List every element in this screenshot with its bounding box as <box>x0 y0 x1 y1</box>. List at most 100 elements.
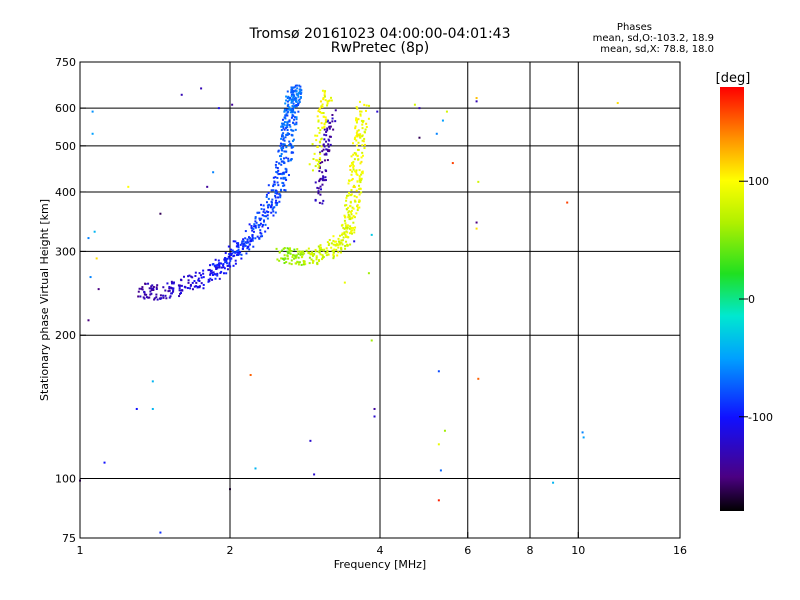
x-mode-point <box>333 240 336 243</box>
x-mode-point <box>311 251 314 254</box>
o-mode-point <box>274 194 277 197</box>
x-mode-point <box>356 133 359 136</box>
o-mode-point <box>280 125 283 128</box>
x-mode-point <box>286 255 289 258</box>
o-mode-point <box>293 97 296 100</box>
o-mode-point <box>291 105 294 108</box>
o-mode-point <box>216 272 219 275</box>
x-mode-point <box>355 135 358 138</box>
o-mode-point <box>283 171 286 174</box>
o-mode-point <box>293 98 296 101</box>
x-mode-point <box>317 166 320 169</box>
x-tick-label: 1 <box>77 544 84 557</box>
x-mode-point <box>357 129 360 132</box>
x-mode-point <box>326 104 329 107</box>
x-mode-point <box>349 232 352 235</box>
x-mode-point <box>351 170 354 173</box>
x-mode-point <box>286 247 289 250</box>
o-mode-point <box>289 111 292 114</box>
o-mode-point <box>172 289 175 292</box>
x-mode-point <box>287 257 290 260</box>
x-mode-point <box>336 254 339 257</box>
o-mode-point <box>222 272 225 275</box>
o-mode-point <box>286 122 289 125</box>
o-mode-point <box>262 204 265 207</box>
o-mode-point <box>209 277 212 280</box>
o-mode-point <box>245 252 248 255</box>
o-mode-point <box>193 280 196 283</box>
o-mode-point <box>232 251 235 254</box>
o-mode-point <box>230 252 233 255</box>
x-mode-point <box>335 240 338 243</box>
o-mode-point <box>170 287 173 290</box>
o-mode-point <box>232 264 235 267</box>
x-mode-point <box>325 254 328 257</box>
x-mode-point <box>316 115 319 118</box>
o-mode-point <box>266 217 269 220</box>
o-mode-point <box>263 208 266 211</box>
x-mode-point <box>340 239 343 242</box>
x-mode-point <box>357 141 360 144</box>
o-mode-point <box>141 286 144 289</box>
x-mode-point <box>300 251 303 254</box>
x-mode-point <box>302 263 305 266</box>
o-mode-point <box>251 237 254 240</box>
x-mode-point <box>346 224 349 227</box>
scatter-point <box>370 233 373 236</box>
o-mode-point <box>260 208 263 211</box>
x-mode-point <box>337 246 340 249</box>
x-mode-point <box>327 100 330 103</box>
o-mode-point <box>182 275 185 278</box>
x-mode-point <box>326 102 329 105</box>
o-mode-point <box>152 286 155 289</box>
x-tick-label: 2 <box>227 544 234 557</box>
x-mode-point <box>318 249 321 252</box>
o-mode-point <box>325 170 328 173</box>
x-mode-point <box>322 98 325 101</box>
o-mode-point <box>262 223 265 226</box>
o-mode-point <box>286 90 289 93</box>
x-mode-point <box>290 259 293 262</box>
o-mode-point <box>278 162 281 165</box>
x-mode-point <box>361 121 364 124</box>
o-mode-point <box>165 297 168 300</box>
o-mode-point <box>254 225 257 228</box>
o-mode-point <box>286 97 289 100</box>
o-mode-point <box>145 293 148 296</box>
x-mode-point <box>359 113 362 116</box>
scatter-point <box>309 439 312 442</box>
y-tick-label: 400 <box>55 186 76 199</box>
x-mode-point <box>358 199 361 202</box>
scatter-point <box>229 488 231 491</box>
x-mode-point <box>318 164 321 167</box>
o-mode-point <box>265 193 268 196</box>
o-mode-point <box>286 114 289 117</box>
x-mode-point <box>320 248 323 251</box>
o-mode-point <box>326 129 329 132</box>
o-mode-point <box>292 93 295 96</box>
o-mode-point <box>194 271 197 274</box>
colorbar-tick-label: 0 <box>748 293 755 306</box>
x-mode-point <box>342 226 345 229</box>
o-mode-point <box>319 185 322 188</box>
o-mode-point <box>223 267 226 270</box>
x-mode-point <box>352 142 355 145</box>
x-mode-point <box>359 110 362 113</box>
o-mode-point <box>148 296 151 299</box>
o-mode-point <box>152 288 155 291</box>
o-mode-point <box>153 297 156 300</box>
o-mode-point <box>275 160 278 163</box>
o-mode-point <box>270 200 273 203</box>
o-mode-point <box>269 206 272 209</box>
x-mode-point <box>358 187 361 190</box>
o-mode-point <box>150 287 153 290</box>
o-mode-point <box>287 159 290 162</box>
scatter-point <box>367 272 370 275</box>
o-mode-point <box>277 173 280 176</box>
x-mode-point <box>343 204 346 207</box>
o-mode-point <box>144 282 147 285</box>
o-mode-point <box>276 171 279 174</box>
o-mode-point <box>296 87 299 90</box>
x-mode-point <box>319 100 322 103</box>
x-mode-point <box>308 163 311 166</box>
